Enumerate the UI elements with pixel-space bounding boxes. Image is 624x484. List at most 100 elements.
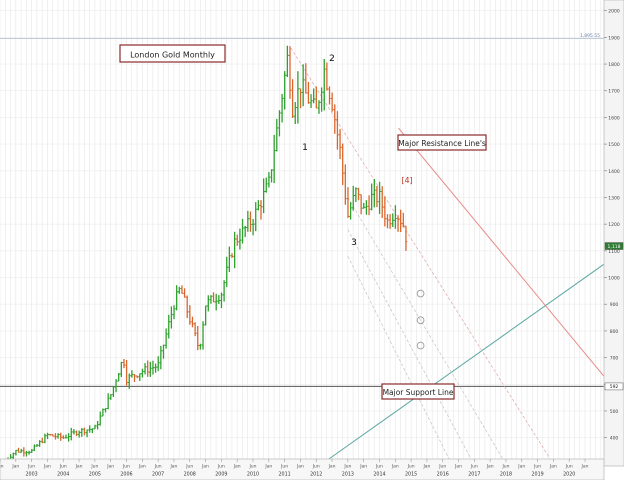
ohlc-bar	[25, 450, 28, 457]
resistance-upper-line	[398, 127, 605, 377]
y-tick-label: 1000	[608, 276, 620, 282]
ohlc-bar	[120, 361, 123, 378]
x-year-label: 2007	[152, 472, 164, 478]
ohlc-bar	[370, 183, 373, 211]
ohlc-bar	[378, 181, 381, 214]
ohlc-bar	[312, 88, 316, 104]
ohlc-bar	[56, 433, 60, 439]
ohlc-bar	[141, 368, 144, 378]
x-month-label: Jun	[122, 464, 130, 470]
level-badge	[604, 242, 624, 250]
x-year-label: 2020	[563, 472, 575, 478]
ohlc-bar	[38, 440, 41, 447]
ohlc-bar	[220, 292, 223, 308]
ohlc-bar	[117, 372, 120, 382]
ohlc-bar	[146, 360, 149, 377]
level-badge-label: 1,118	[608, 244, 621, 250]
ohlc-bar	[91, 428, 94, 434]
ohlc-bar	[296, 71, 300, 124]
ohlc-bar	[154, 363, 157, 373]
ohlc-bar	[27, 450, 31, 455]
ohlc-bar	[196, 325, 200, 351]
ohlc-bar	[96, 420, 99, 430]
ohlc-bar	[114, 379, 118, 393]
x-month-label: Jun	[154, 464, 162, 470]
y-tick-label: 1800	[608, 62, 620, 68]
ohlc-bar	[19, 448, 23, 453]
x-month-label: Jun	[59, 464, 67, 470]
ohlc-bar	[249, 211, 252, 232]
ohlc-bar	[180, 285, 184, 294]
x-month-label: Jan	[391, 464, 399, 470]
y-tick-label: 1600	[608, 115, 620, 121]
ohlc-bar	[317, 100, 321, 114]
ohlc-bar	[101, 408, 105, 417]
ohlc-bar	[156, 356, 160, 372]
ohlc-bar	[257, 200, 260, 211]
y-tick-label: 1900	[608, 35, 620, 41]
ohlc-bar	[62, 435, 65, 439]
target-circles	[416, 289, 425, 350]
ohlc-bar	[149, 361, 152, 377]
ohlc-bar	[30, 449, 34, 453]
ohlc-bar	[357, 187, 360, 201]
ohlc-bar	[272, 134, 276, 184]
x-year-label: 2015	[405, 472, 417, 478]
ohlc-bar	[17, 447, 20, 453]
ohlc-bar	[243, 225, 247, 238]
level-badge	[604, 382, 624, 391]
ohlc-bar	[230, 253, 234, 258]
ohlc-bar	[383, 196, 387, 227]
ohlc-bar	[399, 209, 402, 233]
ohlc-bar	[138, 373, 142, 381]
x-month-label: Jan	[486, 464, 494, 470]
ohlc-bar	[309, 94, 313, 109]
ohlc-bar	[394, 205, 397, 229]
ohlc-bar	[35, 444, 39, 447]
x-month-label: Jun	[533, 464, 541, 470]
y-tick-label: 400	[610, 436, 619, 442]
ohlc-bar	[80, 428, 84, 437]
support-annotation: Major Support Line	[381, 383, 455, 400]
ohlc-bar	[341, 143, 344, 185]
ohlc-bar	[204, 305, 207, 326]
fan-3-line	[347, 229, 472, 460]
chart-title: London Gold Monthly	[130, 51, 215, 60]
y-tick-label: 2000	[608, 9, 620, 15]
resistance-annotation: Major Resistance Line's	[397, 134, 487, 151]
ohlc-bar	[333, 104, 337, 134]
ohlc-bar	[362, 202, 366, 209]
y-tick-label: 700	[610, 356, 619, 362]
x-month-label: Jan	[296, 464, 304, 470]
ohlc-bar	[85, 429, 89, 438]
ohlc-bar	[344, 164, 347, 205]
x-month-label: Jun	[27, 464, 35, 470]
ohlc-bar	[133, 374, 136, 383]
ohlc-bar	[270, 169, 273, 183]
ohlc-bar	[22, 447, 26, 457]
ohlc-bar	[235, 234, 239, 246]
x-month-label: Jan	[549, 464, 557, 470]
ohlc-bar	[301, 64, 305, 107]
ohlc-bar	[330, 92, 334, 112]
x-year-label: 2013	[342, 472, 354, 478]
x-month-label: Jan	[169, 464, 177, 470]
x-year-label: 2003	[26, 472, 38, 478]
x-month-label: Jun	[312, 464, 320, 470]
ohlc-bar	[264, 177, 268, 193]
x-year-label: 2014	[373, 472, 385, 478]
ohlc-bar	[64, 434, 68, 439]
ohlc-bar	[320, 87, 323, 112]
ohlc-bar	[206, 295, 210, 312]
ohlc-bar	[278, 110, 281, 137]
y-tick-label: 1500	[608, 142, 620, 148]
x-month-label: Jan	[75, 464, 83, 470]
ohlc-bar	[54, 433, 57, 440]
ohlc-bar	[354, 187, 358, 202]
ohlc-bar	[172, 305, 176, 320]
x-month-label: Jun	[0, 464, 4, 470]
target-circle	[416, 316, 425, 325]
ohlc-bar	[33, 444, 36, 452]
ohlc-bar	[201, 321, 205, 350]
